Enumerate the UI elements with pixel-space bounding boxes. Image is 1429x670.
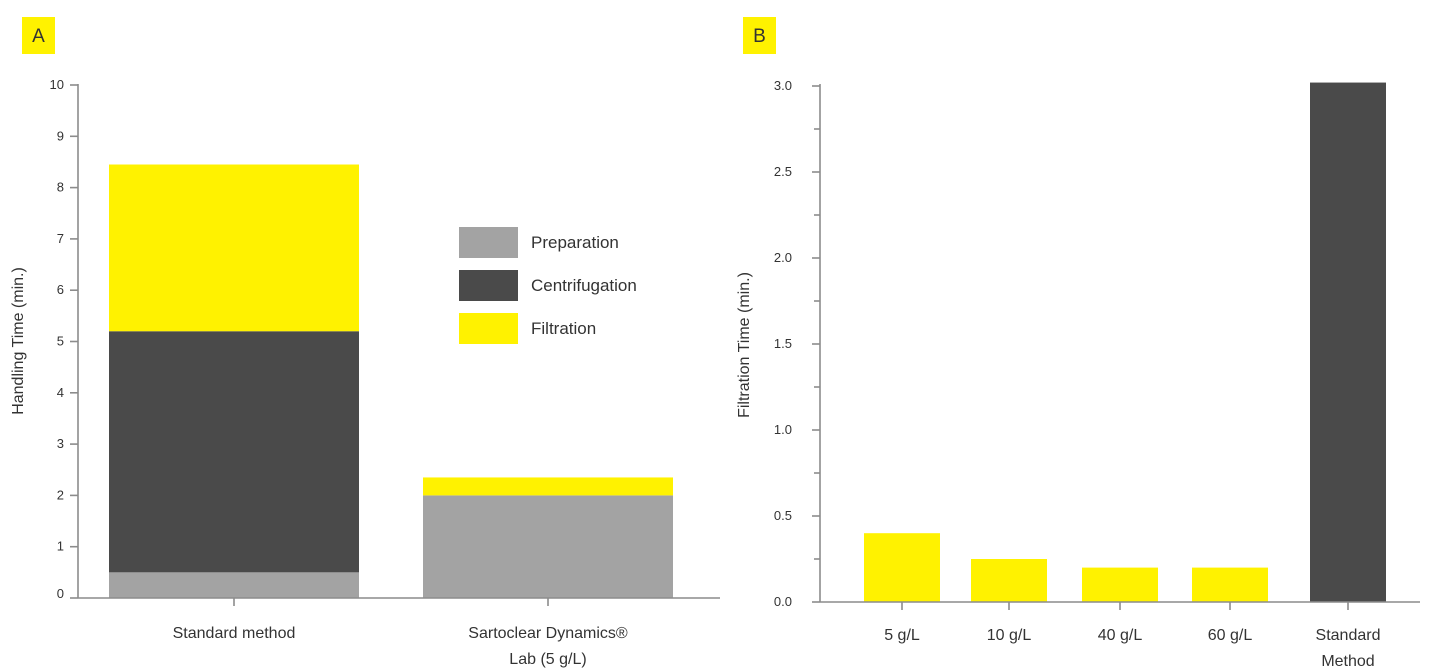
bar <box>971 559 1047 602</box>
y-tick-label: 1 <box>57 539 64 554</box>
bar <box>864 533 940 602</box>
y-tick-label: 2.0 <box>774 250 792 265</box>
y-tick-label: 2.5 <box>774 164 792 179</box>
legend-label-centrifugation: Centrifugation <box>531 276 637 295</box>
bar-segment-preparation <box>109 572 359 598</box>
y-tick-label: 8 <box>57 180 64 195</box>
y-tick-label: 3.0 <box>774 78 792 93</box>
x-category-label: Standard Method <box>1316 627 1381 670</box>
panel-a-legend: Preparation Centrifugation Filtration <box>459 227 637 344</box>
y-tick-label: 9 <box>57 128 64 143</box>
y-tick-label: 10 <box>50 77 64 92</box>
y-tick-label: 3 <box>57 436 64 451</box>
x-category-label: Standard method <box>173 625 296 642</box>
y-tick-label: 1.0 <box>774 422 792 437</box>
panel-label-a: A <box>32 26 45 47</box>
bar-segment-preparation <box>423 495 673 598</box>
bar-segment-centrifugation <box>109 331 359 573</box>
panel-b-x-categories: 5 g/L 10 g/L 40 g/L 60 g/L Standard Method <box>884 602 1380 670</box>
panel-a: A 0 1 2 3 4 5 6 7 8 9 10 Standard method Sartoclear… <box>10 17 720 668</box>
y-tick-label: 7 <box>57 231 64 246</box>
x-category-label: 60 g/L <box>1208 627 1253 644</box>
y-tick-label: 5 <box>57 334 64 349</box>
y-tick-label: 2 <box>57 487 64 502</box>
legend-label-preparation: Preparation <box>531 233 619 252</box>
bar-segment-filtration <box>109 164 359 332</box>
panel-b-y-label: Filtration Time (min.) <box>736 272 753 418</box>
panel-label-b: B <box>753 26 766 47</box>
panel-b: B 0.0 0.5 1.0 1.5 2.0 2.5 3.0 5 g/L 10 g/L 40 g/… <box>736 17 1420 670</box>
legend-swatch-preparation <box>459 227 518 258</box>
legend-swatch-filtration <box>459 313 518 344</box>
bar <box>1082 567 1158 602</box>
bar <box>1192 567 1268 602</box>
legend-swatch-centrifugation <box>459 270 518 301</box>
x-category-label: 10 g/L <box>987 627 1032 644</box>
panel-a-y-ticks: 0 1 2 3 4 5 6 7 8 9 10 <box>50 77 78 601</box>
panel-b-y-ticks: 0.0 0.5 1.0 1.5 2.0 2.5 3.0 <box>774 78 820 609</box>
panel-label-b-box <box>743 17 776 54</box>
y-tick-label: 0.5 <box>774 508 792 523</box>
panel-a-y-label: Handling Time (min.) <box>10 267 27 415</box>
panel-b-bars <box>864 82 1386 602</box>
x-category-label: Sartoclear Dynamics® Lab (5 g/L) <box>468 625 628 668</box>
y-tick-label: 0.0 <box>774 594 792 609</box>
y-tick-label: 0 <box>57 586 64 601</box>
x-category-label: 40 g/L <box>1098 627 1143 644</box>
y-tick-label: 6 <box>57 282 64 297</box>
x-category-label: 5 g/L <box>884 627 920 644</box>
bar-segment-filtration <box>423 477 673 496</box>
panel-a-x-categories: Standard method Sartoclear Dynamics® Lab (… <box>173 598 628 668</box>
panel-label-a-box <box>22 17 55 54</box>
y-tick-label: 1.5 <box>774 336 792 351</box>
bar <box>1310 82 1386 602</box>
y-tick-label: 4 <box>57 385 64 400</box>
panel-a-bars <box>109 164 673 598</box>
legend-label-filtration: Filtration <box>531 319 596 338</box>
